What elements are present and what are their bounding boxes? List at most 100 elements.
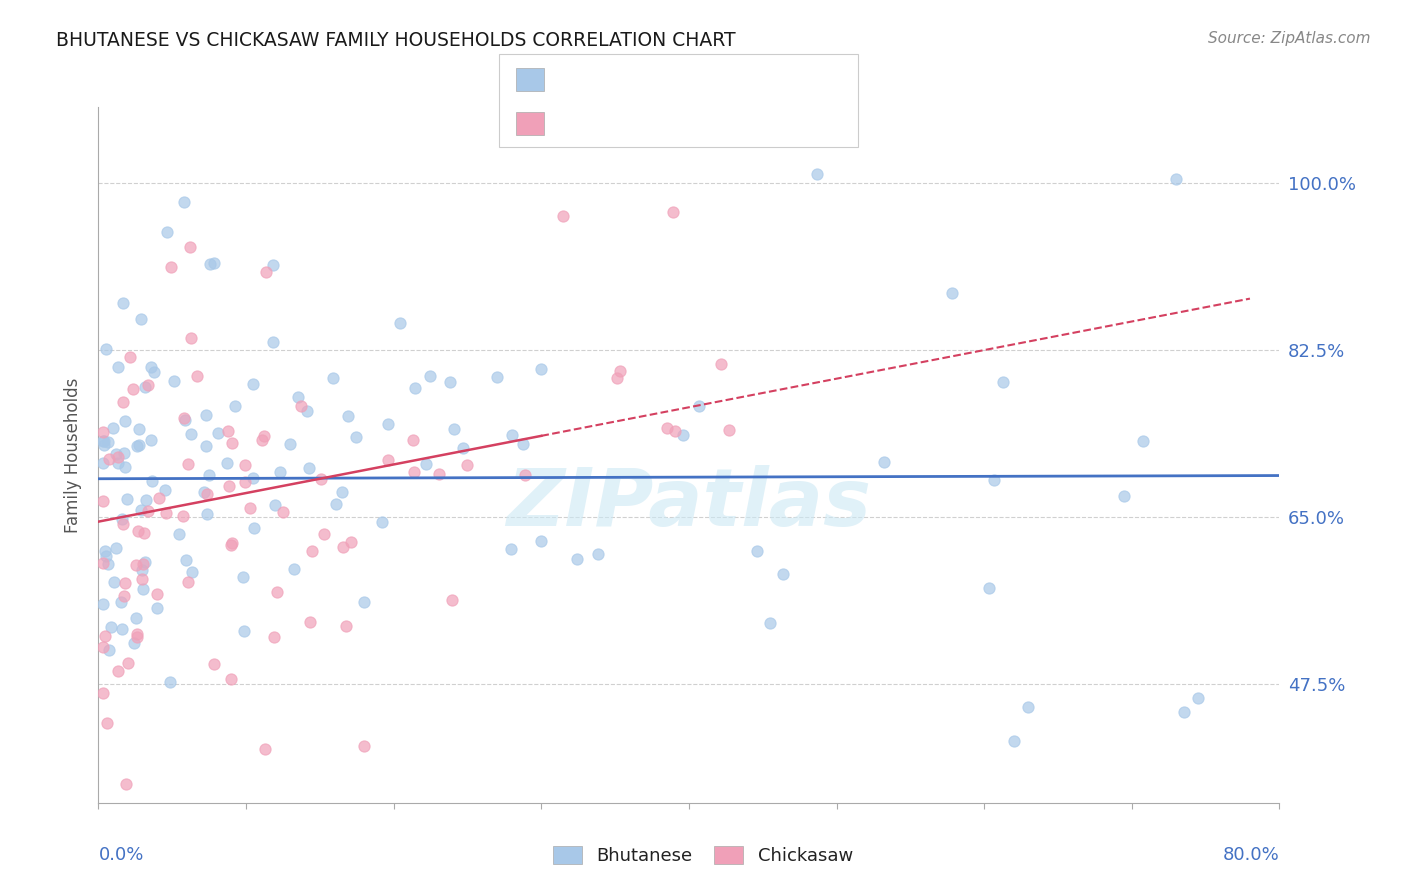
Point xyxy=(94,629,117,643)
Point xyxy=(114,576,136,591)
Point xyxy=(131,312,153,326)
Point xyxy=(353,595,375,609)
Text: 114: 114 xyxy=(707,70,744,88)
Point xyxy=(125,626,148,640)
Point xyxy=(1002,734,1025,748)
Point xyxy=(609,364,631,378)
Point xyxy=(195,439,218,453)
Point xyxy=(233,475,256,489)
Point xyxy=(301,544,323,558)
Point xyxy=(97,434,120,449)
Point xyxy=(186,369,208,384)
Point xyxy=(266,585,288,599)
Point xyxy=(146,587,169,601)
Point xyxy=(91,434,114,449)
Point xyxy=(198,467,221,482)
Point xyxy=(254,265,277,279)
Point xyxy=(105,447,128,461)
Point xyxy=(233,458,256,472)
Point xyxy=(335,619,357,633)
Point xyxy=(664,424,686,438)
Text: 79: 79 xyxy=(707,115,731,133)
Point xyxy=(103,575,125,590)
Text: R =: R = xyxy=(558,115,596,133)
Point xyxy=(456,458,478,472)
Point xyxy=(139,433,162,447)
Point xyxy=(419,369,441,384)
Point xyxy=(298,615,321,629)
Point xyxy=(565,551,588,566)
Point xyxy=(100,620,122,634)
Point xyxy=(193,485,215,500)
Point xyxy=(127,524,149,538)
Point xyxy=(122,636,145,650)
Point xyxy=(290,399,312,413)
Point xyxy=(606,371,628,385)
Point xyxy=(141,474,163,488)
Point xyxy=(253,429,276,443)
Text: 0.0%: 0.0% xyxy=(98,846,143,863)
Point xyxy=(139,359,162,374)
Point xyxy=(672,428,695,442)
Point xyxy=(111,622,134,636)
Point xyxy=(111,395,134,409)
Point xyxy=(232,624,254,638)
Point xyxy=(131,563,153,577)
Point xyxy=(221,436,243,450)
Point xyxy=(107,360,129,375)
Point xyxy=(155,506,177,520)
Point xyxy=(114,414,136,428)
Point xyxy=(402,434,425,448)
Point xyxy=(115,491,138,506)
Point xyxy=(134,380,156,394)
Point xyxy=(91,640,114,654)
Point xyxy=(262,335,284,350)
Point xyxy=(195,507,218,521)
Point xyxy=(232,570,254,584)
Point xyxy=(160,260,183,274)
Point xyxy=(96,716,118,731)
Point xyxy=(96,557,118,571)
Point xyxy=(110,594,132,608)
Point xyxy=(219,538,242,552)
Point xyxy=(872,455,894,469)
Point xyxy=(218,478,240,492)
Point xyxy=(174,552,197,566)
Point xyxy=(145,601,167,615)
Text: 0.210: 0.210 xyxy=(600,115,655,133)
Point xyxy=(1173,705,1195,719)
Point xyxy=(977,581,1000,595)
Point xyxy=(117,656,139,670)
Point xyxy=(377,417,399,432)
Point xyxy=(131,582,153,597)
Point xyxy=(132,558,155,572)
Point xyxy=(96,342,118,356)
Point xyxy=(427,467,450,482)
Point xyxy=(242,376,264,391)
Point xyxy=(263,630,285,644)
Point xyxy=(127,438,149,452)
Point xyxy=(439,376,461,390)
Legend: Bhutanese, Chickasaw: Bhutanese, Chickasaw xyxy=(546,838,860,872)
Point xyxy=(173,410,195,425)
Point xyxy=(132,526,155,541)
Point xyxy=(322,371,344,385)
Point xyxy=(180,566,202,580)
Text: N =: N = xyxy=(664,115,703,133)
Point xyxy=(142,365,165,379)
Point xyxy=(93,434,115,448)
Point xyxy=(309,473,332,487)
Point xyxy=(136,378,159,392)
Point xyxy=(530,361,553,376)
Point xyxy=(172,508,194,523)
Point xyxy=(283,561,305,575)
Point xyxy=(129,503,152,517)
Point xyxy=(513,468,536,483)
Point xyxy=(1132,434,1154,448)
Point xyxy=(159,675,181,690)
Point xyxy=(499,542,522,557)
Point xyxy=(717,423,740,437)
Point xyxy=(215,456,238,470)
Point xyxy=(148,491,170,505)
Point xyxy=(243,521,266,535)
